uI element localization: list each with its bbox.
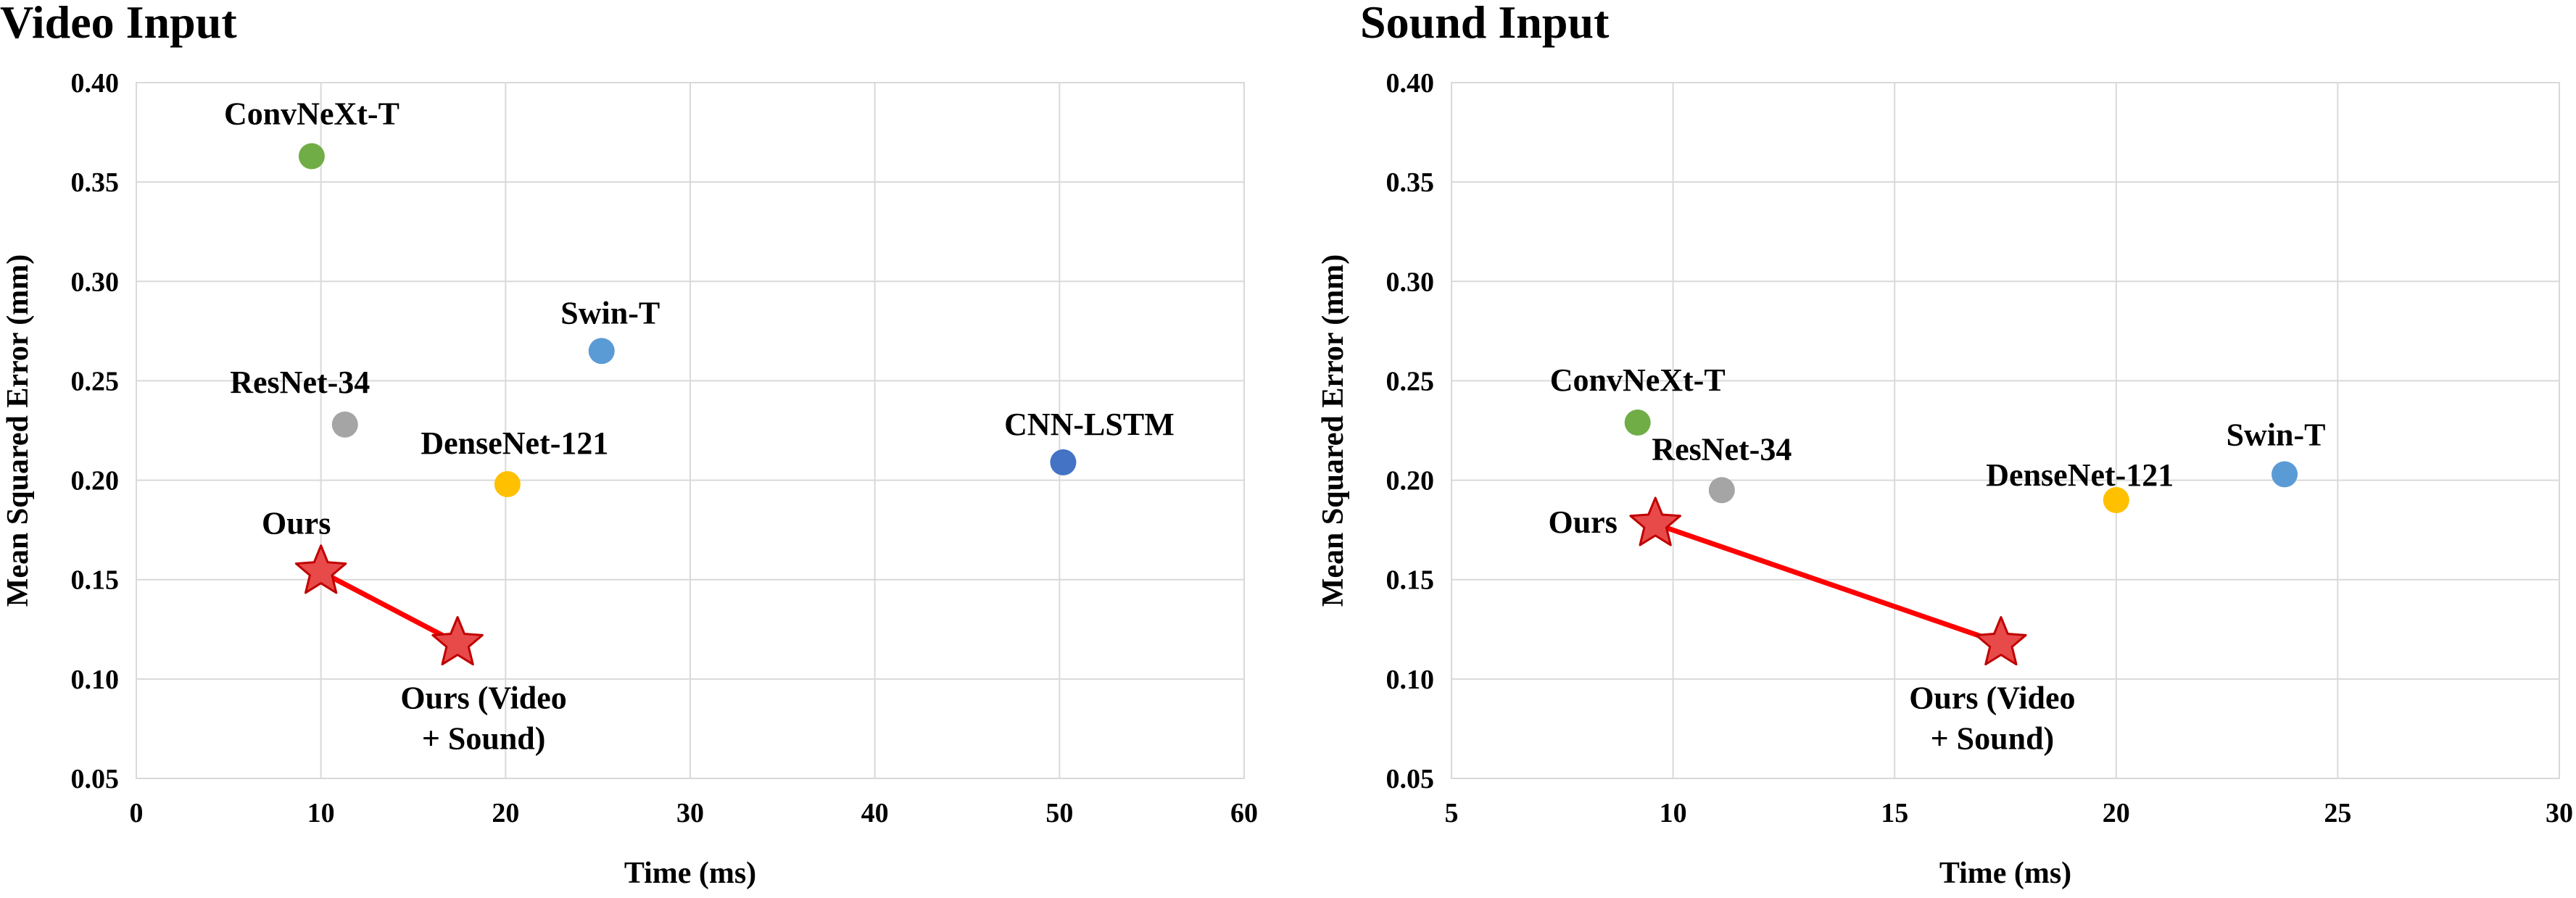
point-label-densenet-121: DenseNet-121	[1986, 457, 2174, 493]
y-tick-label: 0.30	[71, 267, 120, 297]
point-label-ours-video-sound: Ours (Video + Sound)	[1909, 680, 2075, 756]
x-tick-label: 25	[2324, 798, 2351, 828]
point-convnext-t	[1624, 409, 1651, 436]
x-tick-label: 0	[130, 798, 144, 828]
x-tick-label: 50	[1045, 798, 1073, 828]
y-tick-label: 0.25	[1386, 366, 1435, 396]
point-resnet-34	[1708, 477, 1735, 504]
x-tick-label: 40	[861, 798, 889, 828]
x-tick-label: 20	[492, 798, 519, 828]
y-axis-title: Mean Squared Error (mm)	[1317, 254, 1350, 607]
point-cnn-lstm	[1050, 449, 1077, 475]
point-swin-t	[2271, 461, 2298, 488]
y-tick-label: 0.30	[1386, 267, 1435, 297]
point-label-line: + Sound)	[1931, 720, 2055, 756]
x-tick-label: 20	[2103, 798, 2130, 828]
star-ours-video-sound	[1975, 616, 2027, 666]
x-tick-label: 5	[1445, 798, 1459, 828]
y-tick-label: 0.20	[1386, 466, 1435, 496]
point-label-swin-t: Swin-T	[560, 295, 660, 330]
x-tick-label: 30	[2546, 798, 2573, 828]
ours-connector-line	[1654, 521, 2003, 646]
y-tick-label: 0.40	[71, 68, 120, 99]
point-resnet-34	[331, 411, 358, 438]
chart-panel-sound-input: Sound Input 0.05 0.10 0.15 0.20 0.25 0.30 0.35 0…	[1317, 0, 2573, 890]
y-tick-label: 0.10	[71, 665, 120, 695]
chart-panel-video-input: Video Input 0.05 0.10 0.15 0.20 0.25 0.30 0.35 0…	[0, 0, 1258, 890]
point-label-line: Ours (Video	[1909, 680, 2075, 715]
point-label-line: Ours (Video	[400, 680, 566, 715]
point-densenet-121	[494, 471, 521, 498]
point-label-convnext-t: ConvNeXt-T	[224, 96, 399, 131]
point-label-resnet-34: ResNet-34	[230, 365, 370, 400]
x-axis-title: Time (ms)	[624, 857, 756, 890]
y-tick-label: 0.15	[71, 565, 120, 596]
y-tick-label: 0.25	[71, 366, 120, 396]
x-axis-title: Time (ms)	[1939, 857, 2071, 890]
y-tick-label: 0.05	[71, 764, 120, 794]
point-label-line: Ours	[262, 506, 331, 541]
ours-connector-line	[320, 569, 459, 646]
point-label-ours: Ours	[262, 506, 331, 541]
x-tick-label: 15	[1881, 798, 1908, 828]
point-swin-t	[588, 338, 615, 365]
x-tick-label: 60	[1230, 798, 1258, 828]
y-tick-label: 0.35	[1386, 167, 1435, 198]
x-tick-label: 10	[1660, 798, 1687, 828]
plot-area	[1451, 82, 2560, 779]
point-densenet-121	[2103, 487, 2129, 513]
y-axis-title: Mean Squared Error (mm)	[1, 254, 35, 607]
x-tick-label: 30	[676, 798, 704, 828]
y-tick-label: 0.40	[1386, 68, 1435, 99]
star-ours	[1629, 496, 1681, 546]
point-convnext-t	[298, 143, 325, 170]
point-label-resnet-34: ResNet-34	[1652, 431, 1792, 467]
point-label-densenet-121: DenseNet-121	[421, 425, 608, 461]
chart-title: Video Input	[0, 0, 237, 48]
point-label-cnn-lstm: CNN-LSTM	[1004, 407, 1175, 442]
point-label-convnext-t: ConvNeXt-T	[1550, 362, 1726, 398]
y-tick-label: 0.10	[1386, 665, 1435, 695]
chart-title: Sound Input	[1360, 0, 1610, 48]
y-tick-label: 0.35	[71, 167, 120, 198]
plot-area	[136, 82, 1245, 779]
star-ours	[294, 544, 347, 594]
y-tick-label: 0.05	[1386, 764, 1435, 794]
point-label-ours: Ours	[1548, 504, 1617, 540]
y-tick-label: 0.15	[1386, 565, 1435, 596]
point-label-line: + Sound)	[422, 720, 546, 756]
star-ours-video-sound	[431, 616, 484, 666]
y-tick-label: 0.20	[71, 466, 120, 496]
x-tick-label: 10	[307, 798, 335, 828]
point-label-ours-video-sound: Ours (Video + Sound)	[400, 680, 566, 756]
point-label-swin-t: Swin-T	[2227, 417, 2326, 452]
point-label-line: Ours	[1548, 504, 1617, 540]
